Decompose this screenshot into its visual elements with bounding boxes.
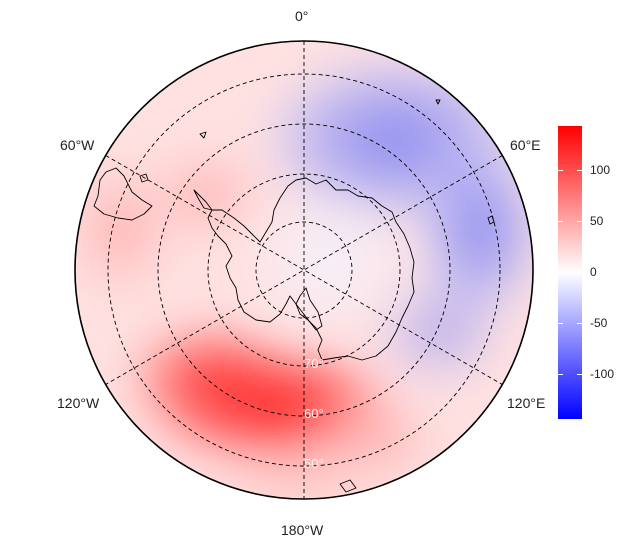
falkland-islands — [139, 173, 149, 183]
kerguelen-island — [487, 215, 495, 225]
lat-label-60: 60° — [304, 406, 324, 421]
lon-label-60e: 60°E — [510, 137, 541, 153]
antarctic-peninsula — [193, 189, 213, 211]
colorbar — [558, 126, 582, 419]
graticule — [105, 41, 503, 499]
parallel-70 — [207, 173, 401, 367]
antarctica-coastline — [207, 177, 415, 361]
lon-label-180w: 180°W — [281, 522, 324, 538]
ross-ice-shelf — [295, 287, 323, 331]
colorbar-tick-minus100: -100 — [590, 367, 615, 381]
bouvet-island — [435, 99, 441, 105]
lat-label-50: 50° — [304, 456, 324, 471]
coastline — [93, 99, 495, 493]
meridian-60e-120w — [105, 155, 503, 385]
lon-label-60w: 60°W — [60, 137, 95, 153]
lon-label-0: 0° — [295, 8, 309, 24]
anomaly-field — [75, 41, 533, 499]
map-boundary — [74, 40, 534, 500]
parallel-50 — [107, 73, 501, 467]
lon-label-120e: 120°E — [507, 395, 546, 411]
south-america-tip — [93, 167, 153, 221]
south-georgia — [199, 131, 207, 139]
colorbar-tick-0: 0 — [590, 265, 597, 279]
lon-label-120w: 120°W — [57, 395, 100, 411]
colorbar-tick-minus50: -50 — [590, 316, 608, 330]
colorbar-tick-100: 100 — [590, 163, 611, 177]
new-zealand-coast — [339, 479, 357, 493]
meridian-60w-120e — [105, 155, 503, 385]
parallel-60 — [157, 123, 451, 417]
parallel-80 — [255, 221, 353, 319]
colorbar-tick-50: 50 — [590, 214, 604, 228]
lat-label-70: 70° — [304, 356, 324, 371]
